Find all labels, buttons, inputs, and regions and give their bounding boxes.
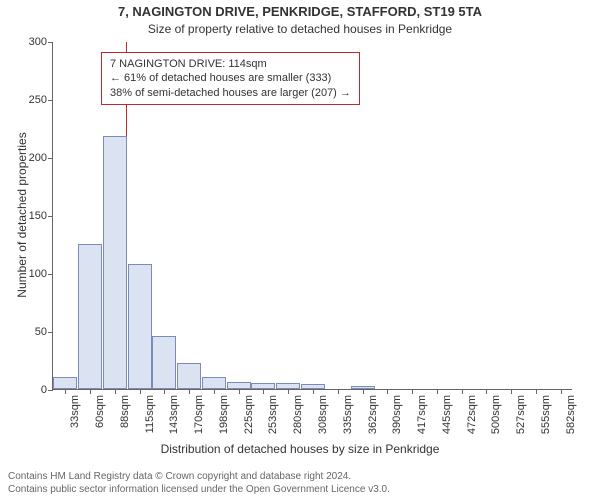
xtick-mark xyxy=(263,389,264,394)
annotation-box: 7 NAGINGTON DRIVE: 114sqm ← 61% of detac… xyxy=(101,52,360,105)
xtick-mark xyxy=(437,389,438,394)
xtick-label: 500sqm xyxy=(490,395,502,434)
xtick-label: 198sqm xyxy=(218,395,230,434)
xtick-label: 88sqm xyxy=(119,395,131,428)
xtick-mark xyxy=(486,389,487,394)
histogram-bar xyxy=(227,382,251,389)
xtick-label: 390sqm xyxy=(391,395,403,434)
histogram-chart: 7, NAGINGTON DRIVE, PENKRIDGE, STAFFORD,… xyxy=(0,0,600,500)
xtick-mark xyxy=(313,389,314,394)
xtick-label: 280sqm xyxy=(292,395,304,434)
xtick-label: 445sqm xyxy=(441,395,453,434)
xtick-mark xyxy=(140,389,141,394)
xtick-mark xyxy=(115,389,116,394)
xtick-mark xyxy=(536,389,537,394)
xtick-label: 555sqm xyxy=(540,395,552,434)
xtick-label: 308sqm xyxy=(317,395,329,434)
ytick-mark xyxy=(48,274,53,275)
ytick-mark xyxy=(48,158,53,159)
xtick-label: 472sqm xyxy=(466,395,478,434)
xtick-mark xyxy=(338,389,339,394)
ytick-mark xyxy=(48,100,53,101)
xtick-mark xyxy=(239,389,240,394)
xtick-mark xyxy=(387,389,388,394)
xtick-label: 225sqm xyxy=(243,395,255,434)
xtick-label: 115sqm xyxy=(144,395,156,433)
footer-line2: Contains public sector information licen… xyxy=(8,483,592,496)
x-axis-label: Distribution of detached houses by size … xyxy=(0,442,600,456)
xtick-mark xyxy=(164,389,165,394)
xtick-mark xyxy=(462,389,463,394)
histogram-bar xyxy=(128,264,152,389)
histogram-bar xyxy=(53,377,77,389)
xtick-mark xyxy=(561,389,562,394)
xtick-label: 582sqm xyxy=(565,395,577,434)
xtick-label: 33sqm xyxy=(69,395,81,428)
xtick-mark xyxy=(511,389,512,394)
xtick-label: 170sqm xyxy=(193,395,205,434)
annotation-line1: 7 NAGINGTON DRIVE: 114sqm xyxy=(110,57,351,71)
ytick-mark xyxy=(48,390,53,391)
xtick-mark xyxy=(412,389,413,394)
chart-subtitle: Size of property relative to detached ho… xyxy=(0,22,600,36)
histogram-bar xyxy=(78,244,102,389)
footer-line1: Contains HM Land Registry data © Crown c… xyxy=(8,470,592,483)
xtick-mark xyxy=(189,389,190,394)
ytick-mark xyxy=(48,332,53,333)
xtick-label: 60sqm xyxy=(94,395,106,428)
histogram-bar xyxy=(202,377,226,389)
chart-title: 7, NAGINGTON DRIVE, PENKRIDGE, STAFFORD,… xyxy=(0,4,600,19)
footer-text: Contains HM Land Registry data © Crown c… xyxy=(8,470,592,496)
xtick-label: 143sqm xyxy=(168,395,180,434)
xtick-label: 253sqm xyxy=(267,395,279,434)
y-axis-label: Number of detached properties xyxy=(15,115,29,315)
ytick-mark xyxy=(48,42,53,43)
histogram-bar xyxy=(152,336,176,389)
xtick-mark xyxy=(288,389,289,394)
xtick-mark xyxy=(214,389,215,394)
xtick-mark xyxy=(90,389,91,394)
histogram-bar xyxy=(177,363,201,389)
plot-area: 7 NAGINGTON DRIVE: 114sqm ← 61% of detac… xyxy=(52,42,572,390)
annotation-line3: 38% of semi-detached houses are larger (… xyxy=(110,86,351,100)
annotation-line2: ← 61% of detached houses are smaller (33… xyxy=(110,71,351,85)
xtick-label: 335sqm xyxy=(342,395,354,434)
xtick-mark xyxy=(363,389,364,394)
histogram-bar xyxy=(103,136,127,389)
ytick-mark xyxy=(48,216,53,217)
xtick-mark xyxy=(65,389,66,394)
xtick-label: 362sqm xyxy=(367,395,379,434)
xtick-label: 417sqm xyxy=(416,395,428,434)
xtick-label: 527sqm xyxy=(515,395,527,434)
